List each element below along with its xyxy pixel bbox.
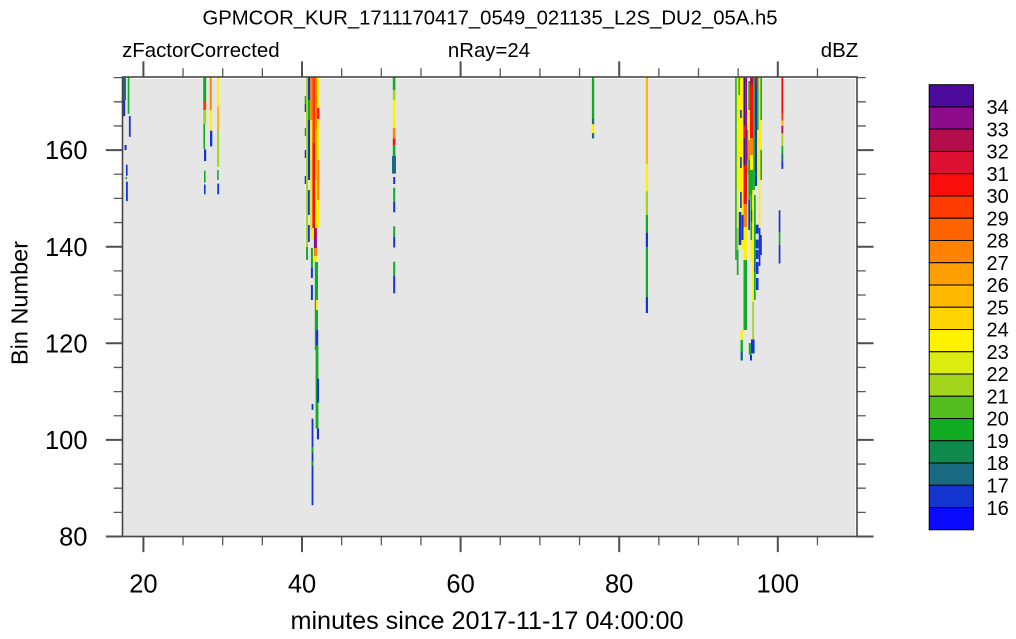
svg-text:60: 60 xyxy=(446,571,474,599)
svg-text:26: 26 xyxy=(987,275,1009,297)
svg-text:25: 25 xyxy=(987,297,1009,319)
svg-text:20: 20 xyxy=(987,409,1009,431)
svg-text:27: 27 xyxy=(987,253,1009,275)
svg-text:29: 29 xyxy=(987,208,1009,230)
svg-text:dBZ: dBZ xyxy=(821,40,858,62)
svg-text:22: 22 xyxy=(987,364,1009,386)
svg-text:nRay=24: nRay=24 xyxy=(448,40,530,62)
svg-text:31: 31 xyxy=(987,164,1009,186)
svg-text:33: 33 xyxy=(987,119,1009,141)
svg-text:40: 40 xyxy=(288,571,316,599)
svg-text:80: 80 xyxy=(59,524,87,552)
svg-text:17: 17 xyxy=(987,475,1009,497)
svg-text:minutes since 2017-11-17 04:00: minutes since 2017-11-17 04:00:00 xyxy=(290,607,683,635)
svg-text:Bin Number: Bin Number xyxy=(7,241,33,365)
svg-text:21: 21 xyxy=(987,386,1009,408)
svg-text:34: 34 xyxy=(987,97,1009,119)
svg-text:GPMCOR_KUR_1711170417_0549_021: GPMCOR_KUR_1711170417_0549_021135_L2S_DU… xyxy=(202,8,777,30)
svg-text:80: 80 xyxy=(605,571,633,599)
svg-text:28: 28 xyxy=(987,231,1009,253)
svg-text:19: 19 xyxy=(987,431,1009,453)
svg-text:23: 23 xyxy=(987,342,1009,364)
svg-text:120: 120 xyxy=(45,330,88,358)
svg-text:160: 160 xyxy=(45,137,88,165)
svg-text:20: 20 xyxy=(129,571,157,599)
svg-text:32: 32 xyxy=(987,142,1009,164)
svg-text:24: 24 xyxy=(987,320,1009,342)
svg-text:16: 16 xyxy=(987,498,1009,520)
svg-text:140: 140 xyxy=(45,234,88,262)
svg-text:100: 100 xyxy=(45,427,88,455)
svg-text:30: 30 xyxy=(987,186,1009,208)
svg-text:100: 100 xyxy=(757,571,800,599)
svg-text:zFactorCorrected: zFactorCorrected xyxy=(122,40,280,62)
svg-text:18: 18 xyxy=(987,453,1009,475)
